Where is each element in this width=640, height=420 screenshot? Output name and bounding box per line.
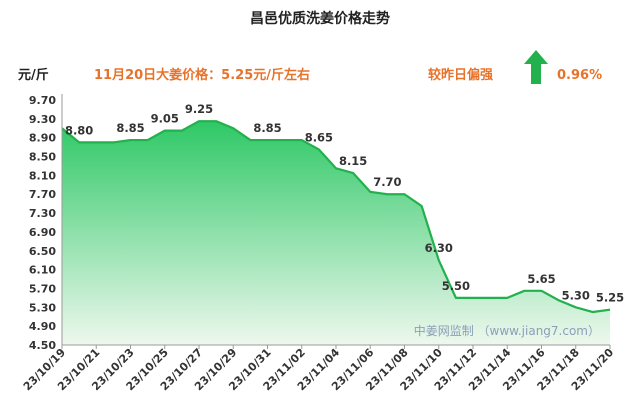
price-headline: 11月20日大姜价格：5.25元/斤左右 — [94, 67, 310, 83]
y-tick-label: 5.70 — [29, 282, 56, 295]
y-tick-label: 8.90 — [29, 132, 56, 145]
data-label: 8.80 — [65, 123, 93, 137]
y-tick-label: 6.90 — [29, 226, 56, 239]
price-line — [61, 120, 611, 314]
watermark: 中姜网监制 （www.jiang7.com） — [414, 323, 600, 338]
y-tick-label: 9.30 — [29, 113, 56, 126]
data-label: 5.25 — [596, 291, 624, 305]
y-tick-label: 8.50 — [29, 151, 56, 164]
y-tick-label: 9.70 — [29, 94, 56, 107]
arrow-up-icon — [524, 50, 548, 84]
y-tick-label: 7.70 — [29, 188, 56, 201]
data-label: 8.65 — [305, 130, 333, 144]
y-tick-label: 6.50 — [29, 245, 56, 258]
y-axis-unit: 元/斤 — [18, 67, 49, 83]
y-tick-label: 7.30 — [29, 207, 56, 220]
y-tick-label: 4.50 — [29, 339, 56, 352]
y-tick-label: 4.90 — [29, 320, 56, 333]
data-label: 5.50 — [442, 279, 470, 293]
y-tick-label: 8.10 — [29, 169, 56, 182]
y-tick-label: 5.30 — [29, 301, 56, 314]
chart-title: 昌邑优质洗姜价格走势 — [250, 10, 390, 27]
data-label: 9.25 — [185, 102, 213, 116]
data-label: 8.15 — [339, 154, 367, 168]
change-value: 0.96% — [557, 68, 602, 83]
data-label: 5.30 — [562, 288, 590, 302]
change-label: 较昨日偏强 — [428, 67, 493, 83]
price-area — [62, 121, 610, 345]
data-label: 8.85 — [116, 121, 144, 135]
data-label: 8.85 — [253, 121, 281, 135]
y-tick-label: 6.10 — [29, 264, 56, 277]
data-label: 5.65 — [527, 272, 555, 286]
data-label: 7.70 — [373, 175, 401, 189]
data-label: 9.05 — [151, 112, 179, 126]
data-label: 6.30 — [425, 241, 453, 255]
